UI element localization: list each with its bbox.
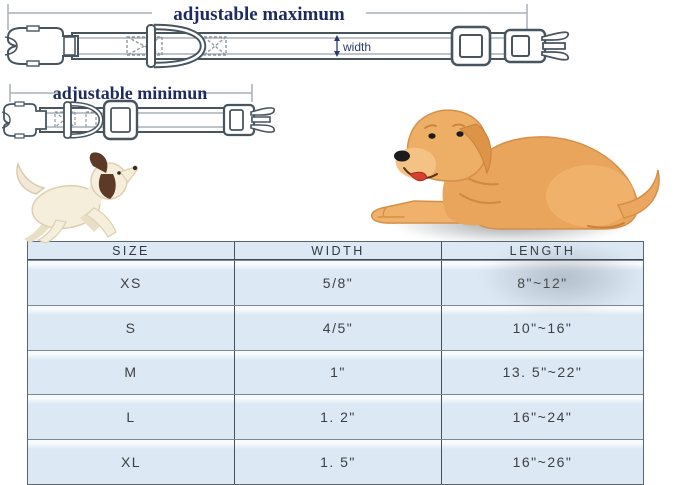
table-row-xl: XL 1. 5" 16"~26" <box>28 439 643 484</box>
width-annotation: width <box>334 35 371 57</box>
adjustable-minimum-label: adjustable minimun <box>53 83 208 103</box>
buckle-female-icon <box>4 25 79 67</box>
size-cell: XS <box>120 274 142 291</box>
dimension-line-min <box>9 84 253 102</box>
width-cell: 1. 5" <box>234 440 441 484</box>
small-dog-body <box>16 152 139 244</box>
table-row-m: M 1" 13. 5"~22" <box>28 349 643 395</box>
width-cell: 4/5" <box>234 305 441 350</box>
dimension-line-max <box>7 4 528 30</box>
clip-male-icon <box>222 103 276 137</box>
size-cell: S <box>125 319 137 336</box>
column-header-size: SIZE <box>112 243 150 258</box>
length-cell: 8"~12" <box>441 261 643 305</box>
length-cell: 16"~24" <box>441 395 643 440</box>
width-cell: 1" <box>234 350 441 395</box>
length-cell: 13. 5"~22" <box>441 350 643 395</box>
small-dog-illustration <box>16 152 139 244</box>
length-cell: 16"~26" <box>441 440 643 484</box>
small-dog-ear-back <box>89 152 108 173</box>
table-row-xs: XS 5/8" 8"~12" <box>28 260 643 305</box>
clip-male-icon <box>503 28 570 64</box>
large-dog-nose <box>394 150 410 162</box>
size-cell: L <box>126 409 136 426</box>
d-ring-icon <box>146 23 207 69</box>
large-dog-tongue <box>409 171 428 182</box>
collar-drawing-max: width <box>4 23 570 69</box>
width-label: width <box>342 40 371 54</box>
collar-drawing-min <box>1 99 276 141</box>
length-cell: 10"~16" <box>441 305 643 350</box>
small-dog-nose <box>132 165 138 171</box>
size-cell: M <box>124 364 138 381</box>
size-table: SIZE WIDTH LENGTH XS 5/8" 8"~12" S 4/5" … <box>27 241 644 485</box>
large-dog-eye-right <box>456 131 464 137</box>
adjustable-minimum-diagram: adjustable minimun <box>1 83 276 141</box>
large-dog-eye-left <box>428 133 436 139</box>
large-dog-ear <box>458 123 492 175</box>
adjustable-maximum-label: adjustable maximum <box>173 4 345 25</box>
size-cell: XL <box>120 454 142 471</box>
table-row-s: S 4/5" 10"~16" <box>28 304 643 350</box>
adjustable-maximum-diagram: adjustable maximum <box>4 4 570 69</box>
large-dog-illustration <box>370 109 660 230</box>
width-cell: 1. 2" <box>234 395 441 440</box>
small-dog-ear-side <box>98 174 116 199</box>
slider-icon <box>102 99 139 141</box>
width-cell: 5/8" <box>234 261 441 305</box>
large-dog-body <box>370 109 660 230</box>
slider-icon <box>450 25 492 67</box>
small-dog-eye <box>117 171 121 175</box>
d-ring-icon <box>63 101 104 139</box>
column-header-width: WIDTH <box>234 242 441 259</box>
table-row-l: L 1. 2" 16"~24" <box>28 394 643 440</box>
buckle-female-icon <box>1 101 47 139</box>
